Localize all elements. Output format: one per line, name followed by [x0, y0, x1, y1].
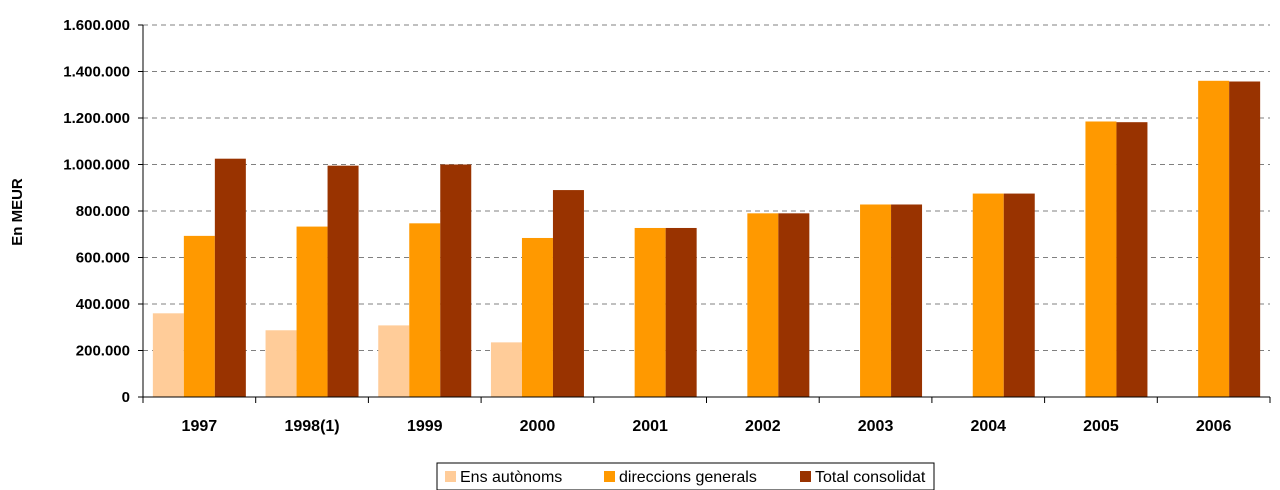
- legend-swatch: [800, 471, 811, 482]
- y-tick-label: 200.000: [76, 343, 130, 360]
- bar: [327, 165, 359, 397]
- bar: [552, 190, 584, 397]
- y-axis-ticks: 0 200.000 400.000 600.000 800.000 1.000.000 1.…: [63, 17, 143, 406]
- y-tick-label: 1.400.000: [63, 64, 130, 81]
- bar: [747, 213, 779, 397]
- x-tick-label: 2001: [632, 418, 668, 435]
- bar: [152, 313, 184, 397]
- legend-swatch: [445, 471, 456, 482]
- bar: [634, 227, 666, 397]
- bar: [1229, 81, 1261, 397]
- bar: [490, 342, 522, 397]
- bar: [1085, 121, 1117, 398]
- x-tick-label: 2002: [745, 418, 781, 435]
- bar: [1198, 80, 1230, 398]
- x-tick-label: 1998(1): [284, 418, 339, 435]
- bar: [665, 227, 697, 397]
- bar: [183, 235, 215, 397]
- bar: [296, 226, 328, 397]
- y-tick-label: 600.000: [76, 250, 130, 267]
- y-tick-label: 400.000: [76, 296, 130, 313]
- bar: [778, 213, 810, 397]
- legend: Ens autònoms direccions generals Total con…: [436, 462, 935, 490]
- y-tick-label: 1.600.000: [63, 17, 130, 34]
- x-tick-label: 2003: [858, 418, 894, 435]
- bar: [440, 164, 472, 397]
- grid-lines: [143, 24, 1270, 351]
- bar: [409, 223, 441, 397]
- bars: [152, 80, 1261, 398]
- bar: [214, 158, 246, 397]
- legend-swatch: [604, 471, 615, 482]
- bar: [891, 204, 923, 397]
- x-tick-label: 2004: [970, 418, 1006, 435]
- bar: [378, 325, 410, 397]
- bar: [265, 330, 297, 397]
- y-tick-label: 800.000: [76, 203, 130, 220]
- bar: [521, 237, 553, 397]
- y-tick-label: 0: [122, 389, 130, 406]
- bar: [1116, 122, 1148, 397]
- legend-label: Total consolidat: [815, 469, 926, 486]
- legend-label: Ens autònoms: [460, 469, 562, 486]
- x-tick-label: 1999: [407, 418, 443, 435]
- x-tick-label: 2006: [1196, 418, 1232, 435]
- x-tick-label: 2005: [1083, 418, 1119, 435]
- bar: [1003, 193, 1035, 397]
- x-tick-label: 2000: [520, 418, 556, 435]
- x-axis-ticks: 1997 1998(1) 1999 2000 2001 2002 2003 2004 2005 2…: [142, 397, 1271, 435]
- x-tick-label: 1997: [182, 418, 218, 435]
- y-tick-label: 1.000.000: [63, 157, 130, 174]
- bar: [972, 193, 1004, 397]
- bar: [860, 204, 892, 397]
- y-tick-label: 1.200.000: [63, 110, 130, 127]
- legend-box: [436, 462, 935, 490]
- legend-label: direccions generals: [619, 469, 757, 486]
- y-axis-label: En MEUR: [9, 178, 26, 246]
